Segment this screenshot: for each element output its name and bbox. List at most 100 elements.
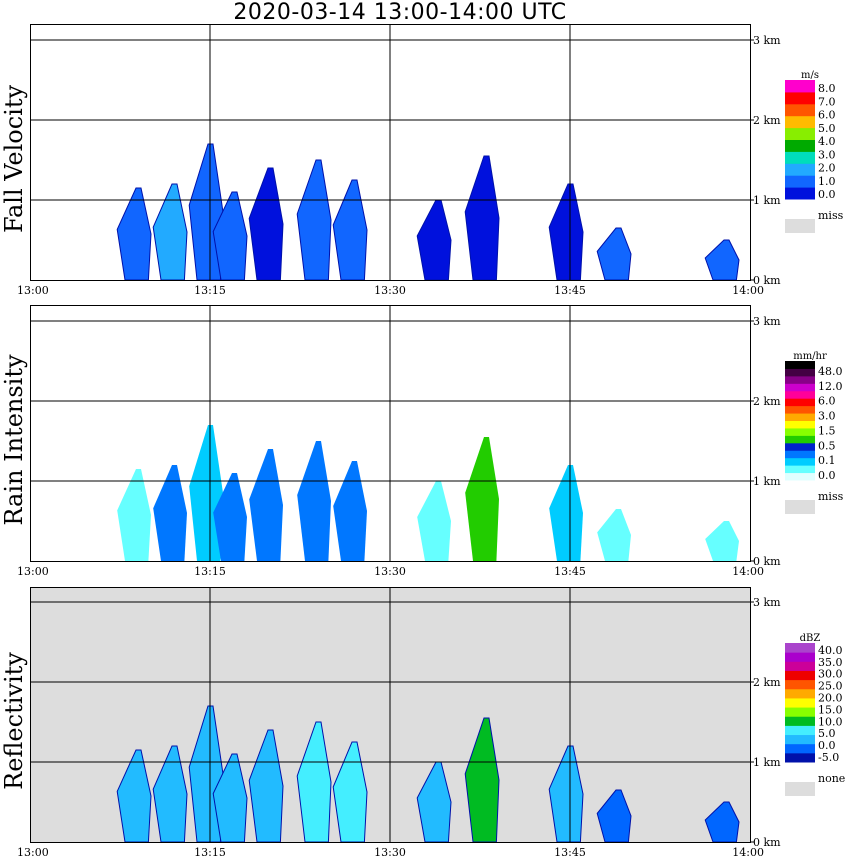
legend-miss-swatch — [785, 219, 815, 233]
legend-label: 5.0 — [818, 727, 836, 740]
panel-3: 0 km 1 km 2 km 3 km 13:00 13:15 13:30 13:45 14:0… — [17, 587, 845, 859]
time-tick-label: 13:15 — [194, 565, 226, 578]
legend-label: 20.0 — [818, 692, 843, 705]
height-tick-label: 2 km — [753, 114, 781, 127]
legend-miss-label: none — [818, 772, 845, 785]
echo-cell — [465, 437, 499, 561]
echo-cell — [597, 509, 631, 561]
legend-label: -5.0 — [818, 751, 839, 764]
time-tick-label: 13:00 — [17, 846, 49, 859]
time-tick-label: 13:00 — [17, 565, 49, 578]
legend-label: 3.0 — [818, 410, 836, 423]
legend-label: 0.1 — [818, 454, 836, 467]
legend-miss-swatch — [785, 500, 815, 514]
legend-label: 48.0 — [818, 365, 843, 378]
height-tick-label: 3 km — [753, 596, 781, 609]
legend-label: 15.0 — [818, 703, 843, 716]
legend-label: 6.0 — [818, 109, 836, 122]
time-tick-label: 14:00 — [732, 284, 764, 297]
legend-swatch — [785, 103, 815, 117]
echo-cell — [297, 441, 331, 561]
legend-swatch — [785, 413, 815, 421]
legend-swatch — [785, 752, 815, 763]
legend-swatch — [785, 450, 815, 459]
legend-swatch — [785, 375, 815, 384]
echo-cell — [153, 465, 187, 561]
grid — [30, 587, 750, 842]
plot-frame — [30, 24, 751, 281]
height-tick-label: 1 km — [753, 194, 781, 207]
legend: mm/hr 0.0 0.1 0.5 1.53.0 6.0 12.0 48.0 miss — [785, 351, 844, 514]
time-tick-label: 14:00 — [732, 846, 764, 859]
legend-swatch — [785, 697, 815, 708]
echo-cell — [417, 481, 451, 561]
height-tick-label: 3 km — [753, 34, 781, 47]
legend-label: 5.0 — [818, 122, 836, 135]
height-tick-label: 3 km — [753, 315, 781, 328]
legend-swatch — [785, 398, 815, 407]
time-tick-label: 13:30 — [374, 284, 406, 297]
legend-swatch — [785, 465, 815, 474]
legend-label: 30.0 — [818, 668, 843, 681]
grid — [30, 24, 750, 280]
data-marks — [116, 143, 740, 281]
figure-title: 2020-03-14 13:00-14:00 UTC — [233, 0, 567, 25]
plot-frame — [30, 305, 751, 562]
echo-cell — [249, 449, 283, 561]
legend-swatch — [785, 187, 815, 200]
echo-cell — [549, 465, 583, 561]
legend-swatch — [785, 427, 815, 436]
legend-label: 8.0 — [818, 82, 836, 95]
legend-swatch — [785, 151, 815, 164]
legend-swatch — [785, 435, 815, 444]
grid — [30, 305, 750, 561]
echo-cell — [333, 461, 367, 561]
height-tick-label: 2 km — [753, 395, 781, 408]
legend-swatch — [785, 163, 815, 176]
echo-cell — [705, 521, 739, 561]
legend-swatch — [785, 643, 815, 653]
legend-label: 0.0 — [818, 469, 836, 482]
time-tick-label: 13:30 — [374, 846, 406, 859]
legend-miss-swatch — [785, 782, 815, 796]
time-tick-label: 13:45 — [554, 565, 586, 578]
time-tick-label: 13:45 — [554, 284, 586, 297]
time-tick-label: 13:30 — [374, 565, 406, 578]
data-marks — [117, 425, 739, 561]
legend-swatch — [785, 688, 815, 699]
legend: m/s 0.01.02.03.04.05.06.07.08.0 miss — [785, 70, 844, 233]
legend-swatch — [785, 405, 815, 414]
legend-swatch — [785, 734, 815, 745]
legend-label: 4.0 — [818, 135, 836, 148]
echo-cell — [117, 469, 151, 561]
legend-swatch — [785, 679, 815, 690]
legend-swatch — [785, 472, 815, 481]
time-tick-label: 13:15 — [194, 284, 226, 297]
legend-swatch — [785, 80, 815, 93]
legend-swatch — [785, 383, 815, 392]
legend-label: 40.0 — [818, 644, 843, 657]
time-tick-label: 13:15 — [194, 846, 226, 859]
legend-miss-label: miss — [818, 490, 844, 503]
legend-label: 0.5 — [818, 439, 836, 452]
legend-swatch — [785, 652, 815, 662]
legend-label: 7.0 — [818, 95, 836, 108]
legend-swatch — [785, 368, 815, 377]
legend-label: 35.0 — [818, 656, 843, 669]
legend-swatch — [785, 661, 815, 671]
height-tick-label: 0 km — [753, 555, 781, 568]
legend-label: 12.0 — [818, 380, 843, 393]
legend-label: 10.0 — [818, 715, 843, 728]
legend-label: 3.0 — [818, 148, 836, 161]
time-tick-label: 13:45 — [554, 846, 586, 859]
legend-swatch — [785, 139, 815, 152]
legend-swatch — [785, 361, 815, 369]
panel-1: 0 km 1 km 2 km 3 km 13:00 13:15 13:30 13:45 14:0… — [17, 24, 844, 297]
legend-label: 6.0 — [818, 395, 836, 408]
legend-label: 25.0 — [818, 680, 843, 693]
legend-swatch — [785, 442, 815, 451]
height-tick-label: 1 km — [753, 756, 781, 769]
legend-swatch — [785, 127, 815, 140]
